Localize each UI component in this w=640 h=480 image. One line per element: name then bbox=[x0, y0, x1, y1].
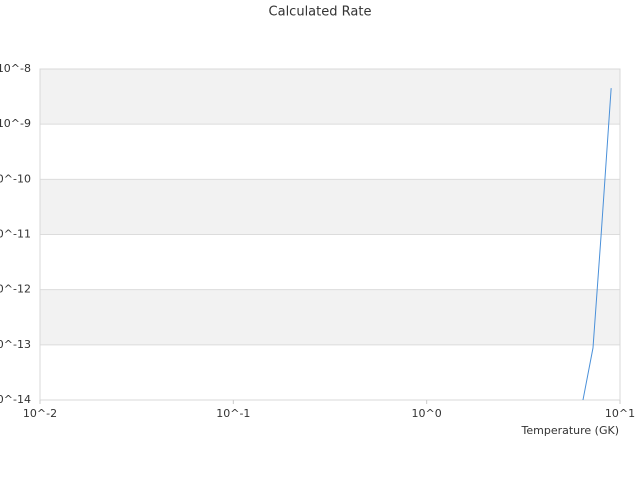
chart-title: Calculated Rate bbox=[269, 5, 372, 20]
x-tick-label: 10^0 bbox=[412, 407, 442, 420]
grid-band bbox=[40, 179, 620, 235]
x-tick-label: 10^1 bbox=[605, 407, 635, 420]
x-tick-label: 10^-1 bbox=[216, 407, 250, 420]
y-tick-label: 10^-14 bbox=[0, 393, 31, 406]
x-axis-label: Temperature (GK) bbox=[521, 424, 620, 437]
x-tick-label: 10^-2 bbox=[23, 407, 57, 420]
y-tick-label: 10^-8 bbox=[0, 62, 31, 75]
grid-band bbox=[40, 69, 620, 125]
y-tick-label: 10^-9 bbox=[0, 117, 31, 130]
plot-border bbox=[39, 68, 621, 401]
data-line bbox=[582, 88, 612, 400]
grid-band bbox=[40, 289, 620, 345]
y-tick-label: 10^-10 bbox=[0, 172, 31, 185]
y-tick-label: 10^-11 bbox=[0, 228, 31, 241]
y-tick-label: 10^-13 bbox=[0, 338, 31, 351]
y-tick-label: 10^-12 bbox=[0, 283, 31, 296]
